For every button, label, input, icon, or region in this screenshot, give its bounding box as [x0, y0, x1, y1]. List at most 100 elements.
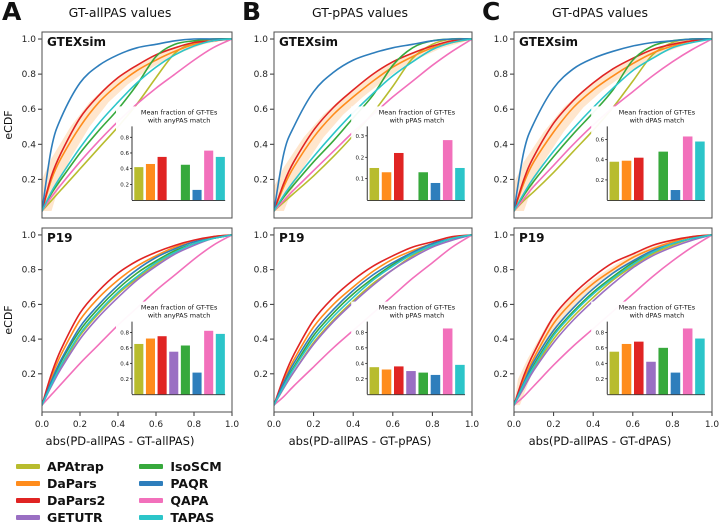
- inset-ytick-label: 0.4: [355, 361, 364, 367]
- inset-bar-TAPAS: [455, 167, 465, 201]
- legend-item-QAPA: QAPA: [139, 492, 221, 509]
- dataset-label: GTEXsim: [279, 35, 338, 49]
- legend-label: QAPA: [170, 493, 209, 508]
- y-tick-label: 0.4: [254, 140, 269, 150]
- inset-bar-APAtrap: [369, 167, 380, 201]
- panel-c-letter: C: [482, 0, 501, 26]
- curve-TAPAS: [42, 234, 232, 406]
- x-tick-label: 0.0: [507, 420, 522, 430]
- y-tick-label: 0.6: [22, 300, 37, 310]
- x-tick-label: 0.6: [149, 420, 164, 430]
- inset-bar-QAPA: [204, 150, 214, 201]
- legend-swatch-IsoSCM: [139, 464, 164, 469]
- legend-item-GETUTR: GETUTR: [16, 509, 105, 526]
- inset-bar-TAPAS: [695, 338, 705, 395]
- inset-ytick-label: 0.8: [595, 330, 604, 336]
- legend-swatch-PAQR: [139, 481, 164, 486]
- y-tick-label: 1.0: [254, 231, 269, 241]
- panel-b: B GT-pPAS values 0.2 0.4 0.6 0.8 1.0 GTEXsim M…: [240, 0, 480, 450]
- inset-ytick-label: 0.3: [355, 134, 364, 140]
- curve-DaPars2: [514, 38, 712, 212]
- y-tick-label: 0.6: [254, 105, 269, 115]
- dataset-label: P19: [519, 231, 545, 245]
- y-tick-label: 0.2: [494, 370, 508, 380]
- y-tick-label: 0.2: [254, 370, 268, 380]
- inset-ytick-label: 0.2: [120, 182, 129, 188]
- ecdf-plot-p19-c: 0.2 0.4 0.6 0.8 1.0 0.0 0.2 0.4 0.6 0.8 1.0 P19 Mean…: [494, 227, 720, 430]
- plot-border: [273, 31, 473, 219]
- band-DaPars: [514, 39, 712, 211]
- inset-ytick-label: 0.4: [595, 361, 604, 367]
- inset-bar-IsoSCM: [418, 372, 428, 395]
- x-tick-label: 1.0: [705, 420, 720, 430]
- panel-a-plots: 0.2 0.4 0.6 0.8 1.0 eCDF GTEXsim Mean fraction …: [0, 26, 240, 434]
- inset-bar-DaPars2: [157, 336, 167, 395]
- legend-label: IsoSCM: [170, 459, 222, 474]
- inset-ytick-label: 0.6: [595, 138, 604, 144]
- inset-ytick-label: 0.4: [120, 167, 129, 173]
- legend-label: GETUTR: [47, 510, 103, 525]
- x-tick-label: 0.4: [586, 420, 601, 430]
- inset-bar-PAQR: [430, 374, 441, 395]
- x-tick-label: 0.2: [306, 420, 320, 430]
- panel-b-title: GT-pPAS values: [311, 5, 409, 20]
- curve-GETUTR: [514, 234, 712, 406]
- inset-bar-DaPars: [621, 160, 632, 201]
- y-tick-label: 0.6: [22, 105, 37, 115]
- y-tick-label: 1.0: [494, 35, 509, 45]
- panel-c-plots: 0.2 0.4 0.6 0.8 1.0 GTEXsim Mean fraction of G…: [480, 26, 720, 434]
- inset-ytick-label: 0.2: [595, 178, 604, 184]
- legend-swatch-QAPA: [139, 498, 164, 503]
- y-tick-label: 0.6: [494, 300, 509, 310]
- plot-border: [513, 227, 713, 413]
- legend-item-IsoSCM: IsoSCM: [139, 458, 222, 475]
- dataset-label: GTEXsim: [47, 35, 106, 49]
- x-tick-label: 0.2: [73, 420, 87, 430]
- plot-border: [513, 31, 713, 219]
- inset-title-line1: Mean fraction of GT-TEs: [619, 108, 696, 116]
- inset-ytick-label: 0.2: [355, 155, 364, 161]
- curves-layer: [514, 234, 712, 406]
- legend-label: TAPAS: [170, 510, 215, 525]
- inset-bar-DaPars: [381, 369, 392, 395]
- inset-bar-IsoSCM: [658, 151, 668, 201]
- panel-b-plots: 0.2 0.4 0.6 0.8 1.0 GTEXsim Mean fraction of G…: [240, 26, 480, 434]
- panel-a-letter: A: [2, 0, 22, 26]
- ecdf-plot-p19-a: 0.2 0.4 0.6 0.8 1.0 0.0 0.2 0.4 0.6 0.8 1.0 eCDF P19…: [2, 227, 239, 430]
- curve-DaPars2: [42, 38, 232, 212]
- inset-bar-QAPA: [682, 136, 693, 201]
- panel-c: C GT-dPAS values 0.2 0.4 0.6 0.8 1.0 GTEXsim M…: [480, 0, 720, 450]
- inset-bar-PAQR: [430, 182, 441, 201]
- inset-bar-IsoSCM: [180, 164, 190, 201]
- inset-ytick-label: 0.8: [120, 330, 129, 336]
- inset-title-line2: with dPAS match: [630, 312, 685, 320]
- y-tick-label: 0.2: [22, 370, 36, 380]
- curve-PAQR: [274, 234, 472, 406]
- dataset-label: GTEXsim: [519, 35, 578, 49]
- x-tick-label: 0.6: [626, 420, 641, 430]
- ecdf-plot-gtexsim-c: 0.2 0.4 0.6 0.8 1.0 GTEXsim Mean fraction of G…: [494, 31, 713, 219]
- inset-bar-TAPAS: [455, 364, 465, 395]
- curve-IsoSCM: [42, 38, 232, 212]
- y-tick-label: 0.2: [22, 175, 36, 185]
- panel-a-xlabel: abs(PD-allPAS - GT-allPAS): [45, 434, 195, 448]
- y-tick-label: 0.4: [494, 140, 509, 150]
- inset-bar-IsoSCM: [180, 345, 190, 395]
- inset-bar-APAtrap: [134, 343, 144, 395]
- inset-bar-PAQR: [192, 189, 202, 201]
- x-tick-label: 0.6: [386, 420, 401, 430]
- legend-item-PAQR: PAQR: [139, 475, 221, 492]
- inset-title-line2: with pPAS match: [390, 116, 445, 124]
- inset-ytick-label: 0.2: [120, 377, 129, 383]
- legend-column: IsoSCM PAQR QAPA TAPAS: [139, 458, 222, 526]
- curve-TAPAS: [274, 38, 472, 212]
- y-axis-label: eCDF: [2, 110, 15, 139]
- inset-bar-DaPars: [145, 163, 156, 201]
- inset-title-line2: with anyPAS match: [148, 116, 211, 124]
- inset-title-line1: Mean fraction of GT-TEs: [619, 304, 696, 312]
- inset-bar-TAPAS: [215, 156, 225, 201]
